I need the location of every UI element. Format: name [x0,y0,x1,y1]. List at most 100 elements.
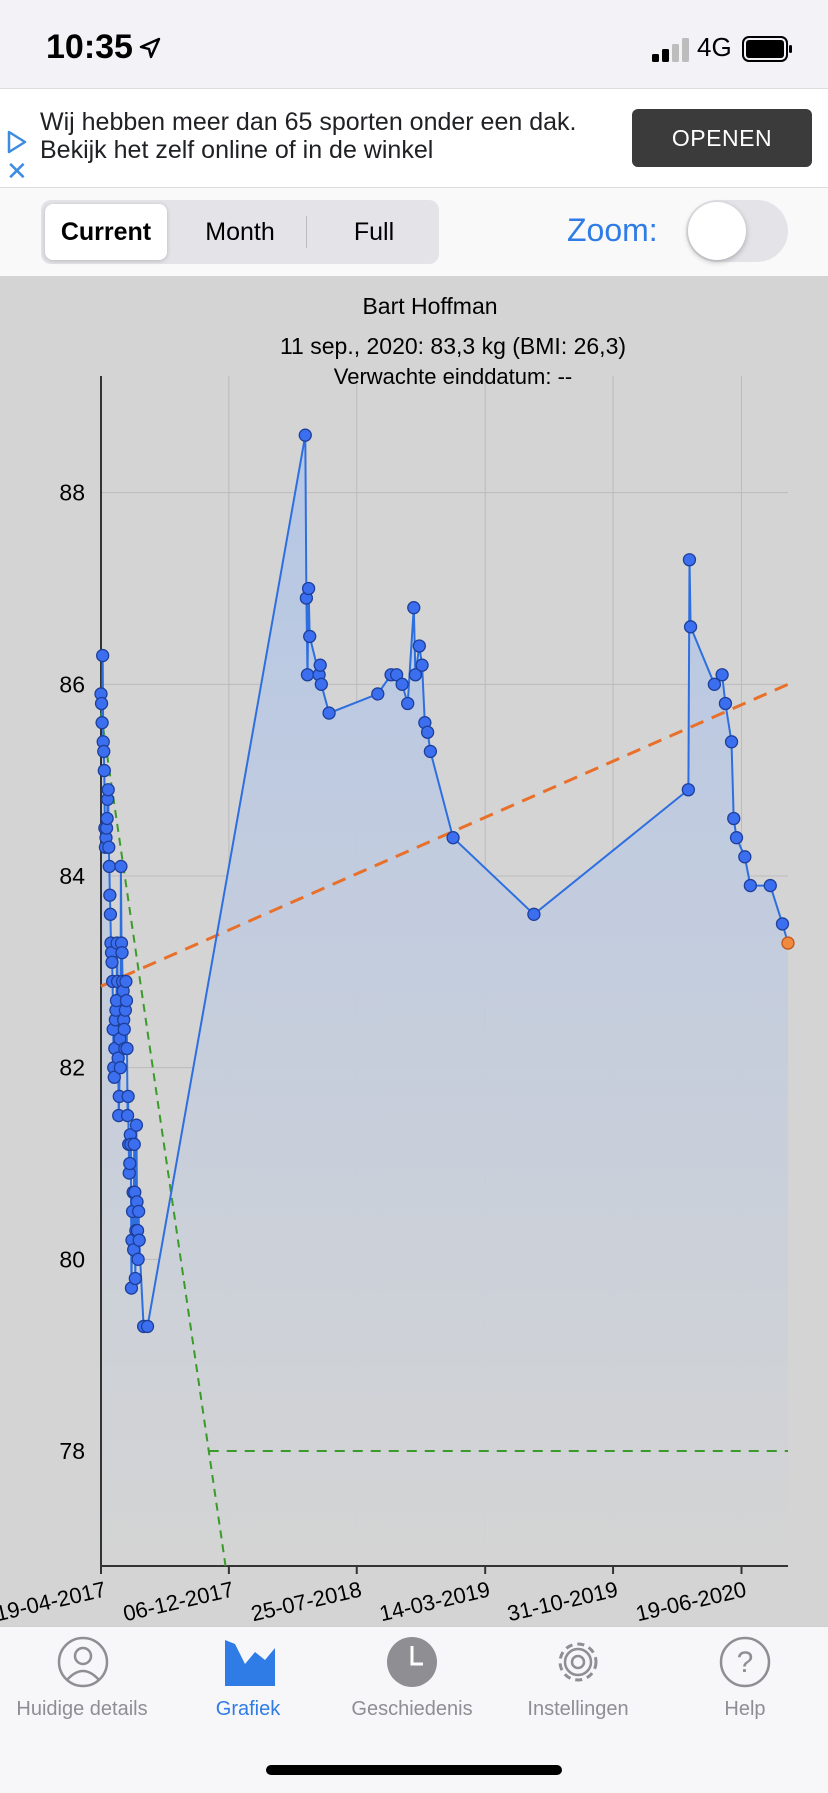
ad-text[interactable]: Wij hebben meer dan 65 sporten onder een… [40,108,577,164]
segment-month[interactable]: Month [205,217,275,246]
data-point [446,831,460,845]
segment-current[interactable]: Current [45,204,167,260]
data-point [119,993,134,1008]
data-point [100,811,114,826]
data-point [129,1118,144,1132]
data-point [781,936,795,950]
data-point [408,668,423,682]
data-point [683,620,698,634]
data-point [298,428,312,442]
y-tick-label: 84 [59,863,85,889]
location-arrow-icon [139,37,161,59]
y-tick-label: 88 [59,480,85,506]
y-tick-label: 78 [59,1438,85,1464]
data-point [95,716,109,730]
tab-instellingen[interactable] [503,1634,653,1724]
tab-label-huidige-details[interactable]: Huidige details [16,1698,148,1720]
data-point [300,668,315,682]
data-point [420,725,435,739]
data-point [102,840,116,854]
y-tick-label: 80 [59,1246,85,1272]
data-point [724,735,739,749]
network-type: 4G [697,32,732,62]
data-point [102,859,116,874]
data-point [527,907,541,921]
chart-expected-end-date: Verwachte einddatum: -- [334,364,572,389]
data-point [140,1319,155,1334]
data-point [423,744,438,759]
data-point [682,553,697,567]
data-point [114,859,128,874]
battery-icon [742,36,792,62]
data-point [738,850,752,864]
y-tick-label: 82 [59,1055,85,1081]
series-area [101,435,788,1567]
tab-label-grafiek[interactable]: Grafiek [215,1698,281,1720]
gear-icon [558,1642,598,1682]
data-point [103,888,117,902]
data-point [401,696,415,711]
data-point [681,783,696,797]
person-icon [57,1636,109,1688]
ad-open-button[interactable]: OPENEN [632,109,812,167]
data-point [94,696,109,711]
data-point [715,668,729,682]
data-point [120,1041,134,1056]
data-point [729,831,744,845]
tab-label-geschiedenis[interactable]: Geschiedenis [351,1698,473,1720]
data-point [371,687,385,701]
data-point [407,601,421,615]
data-point [763,878,777,893]
weight-chart[interactable]: 78 80 82 84 86 88 19-04-2017 06-12-2017 25-07-20… [0,276,828,1626]
data-point [131,1252,145,1266]
data-point [775,917,790,931]
data-point [101,783,115,797]
x-tick-label: 19-04-2017 [0,1577,108,1626]
chart-icon [225,1640,275,1686]
help-icon: ? [719,1636,771,1688]
chart-subtitle: 11 sep., 2020: 83,3 kg (BMI: 26,3) [280,333,626,359]
trend-line [100,682,789,988]
data-point [115,946,129,960]
tab-huidige-details[interactable] [7,1634,157,1724]
clock-icon [387,1637,437,1687]
tab-label-instellingen[interactable]: Instellingen [527,1698,629,1720]
segment-full[interactable]: Full [353,217,395,246]
data-point [301,581,316,596]
data-point [727,811,741,826]
ad-choices-icon[interactable] [6,130,28,154]
zoom-label: Zoom: [567,212,658,248]
y-tick-label: 86 [59,671,85,697]
tab-geschiedenis[interactable] [337,1634,487,1724]
data-point [412,639,426,653]
data-point [314,677,328,691]
segment-divider [306,216,307,248]
data-point [105,955,119,969]
data-point [718,696,733,711]
x-tick-label: 06-12-2017 [121,1577,236,1626]
x-tick-label: 19-06-2020 [633,1577,748,1626]
svg-text:?: ? [737,1646,754,1679]
tab-grafiek[interactable] [173,1634,323,1724]
data-point [415,658,429,672]
data-point [119,974,133,989]
goal-decline-line [100,712,227,1567]
zoom-toggle-knob[interactable] [688,202,746,260]
data-point [127,1137,141,1151]
data-point [120,1108,135,1123]
data-point [395,677,409,691]
x-tick-label: 25-07-2018 [249,1577,364,1626]
data-point [128,1271,142,1286]
status-bar [0,0,828,88]
data-point [107,1070,121,1084]
tab-label-help[interactable]: Help [724,1698,766,1720]
data-point [303,629,317,644]
data-point [131,1204,146,1219]
data-point [96,648,110,663]
data-point [707,677,722,691]
tab-help[interactable]: ? [670,1634,820,1724]
x-tick-label: 14-03-2019 [377,1577,492,1626]
ad-close-icon[interactable]: ✕ [6,156,28,186]
x-tick-label: 31-10-2019 [505,1577,620,1626]
data-point [97,763,111,778]
